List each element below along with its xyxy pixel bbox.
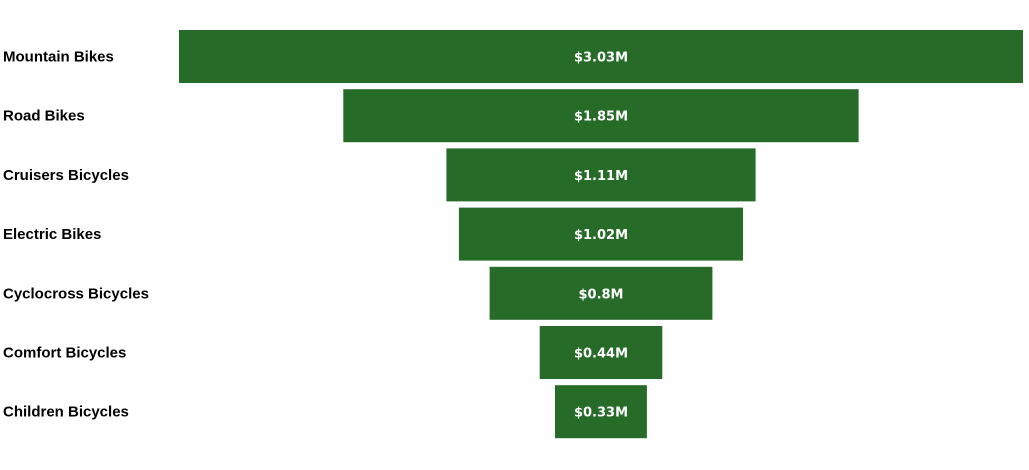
funnel-value-label-2: $1.11M — [574, 169, 628, 184]
funnel-bar-2 — [446, 148, 756, 202]
funnel-category-label-5: Comfort Bicycles — [3, 345, 126, 362]
funnel-value-label-6: $0.33M — [574, 406, 628, 421]
funnel-value-label-3: $1.02M — [574, 228, 628, 243]
funnel-bars — [179, 30, 1023, 439]
funnel-value-label-0: $3.03M — [574, 51, 628, 66]
funnel-category-labels: Mountain Bikes Road Bikes Cruisers Bicycle… — [3, 49, 149, 421]
funnel-category-label-1: Road Bikes — [3, 108, 85, 125]
funnel-bar-4 — [489, 266, 713, 320]
funnel-value-label-1: $1.85M — [574, 110, 628, 125]
funnel-category-label-3: Electric Bikes — [3, 226, 101, 243]
funnel-value-label-5: $0.44M — [574, 347, 628, 362]
funnel-bar-6 — [555, 385, 647, 439]
funnel-value-labels: $3.03M $1.85M $1.11M $1.02M $0.8M $0.44M $0.33… — [574, 51, 628, 421]
funnel-category-label-6: Children Bicycles — [3, 404, 129, 421]
funnel-category-label-4: Cyclocross Bicycles — [3, 285, 149, 302]
funnel-category-label-0: Mountain Bikes — [3, 49, 114, 66]
funnel-category-label-2: Cruisers Bicycles — [3, 167, 129, 184]
funnel-value-label-4: $0.8M — [578, 287, 623, 302]
funnel-bar-1 — [343, 89, 859, 143]
funnel-bar-5 — [539, 326, 663, 379]
funnel-bar-3 — [458, 207, 743, 261]
funnel-bar-0 — [179, 30, 1023, 83]
